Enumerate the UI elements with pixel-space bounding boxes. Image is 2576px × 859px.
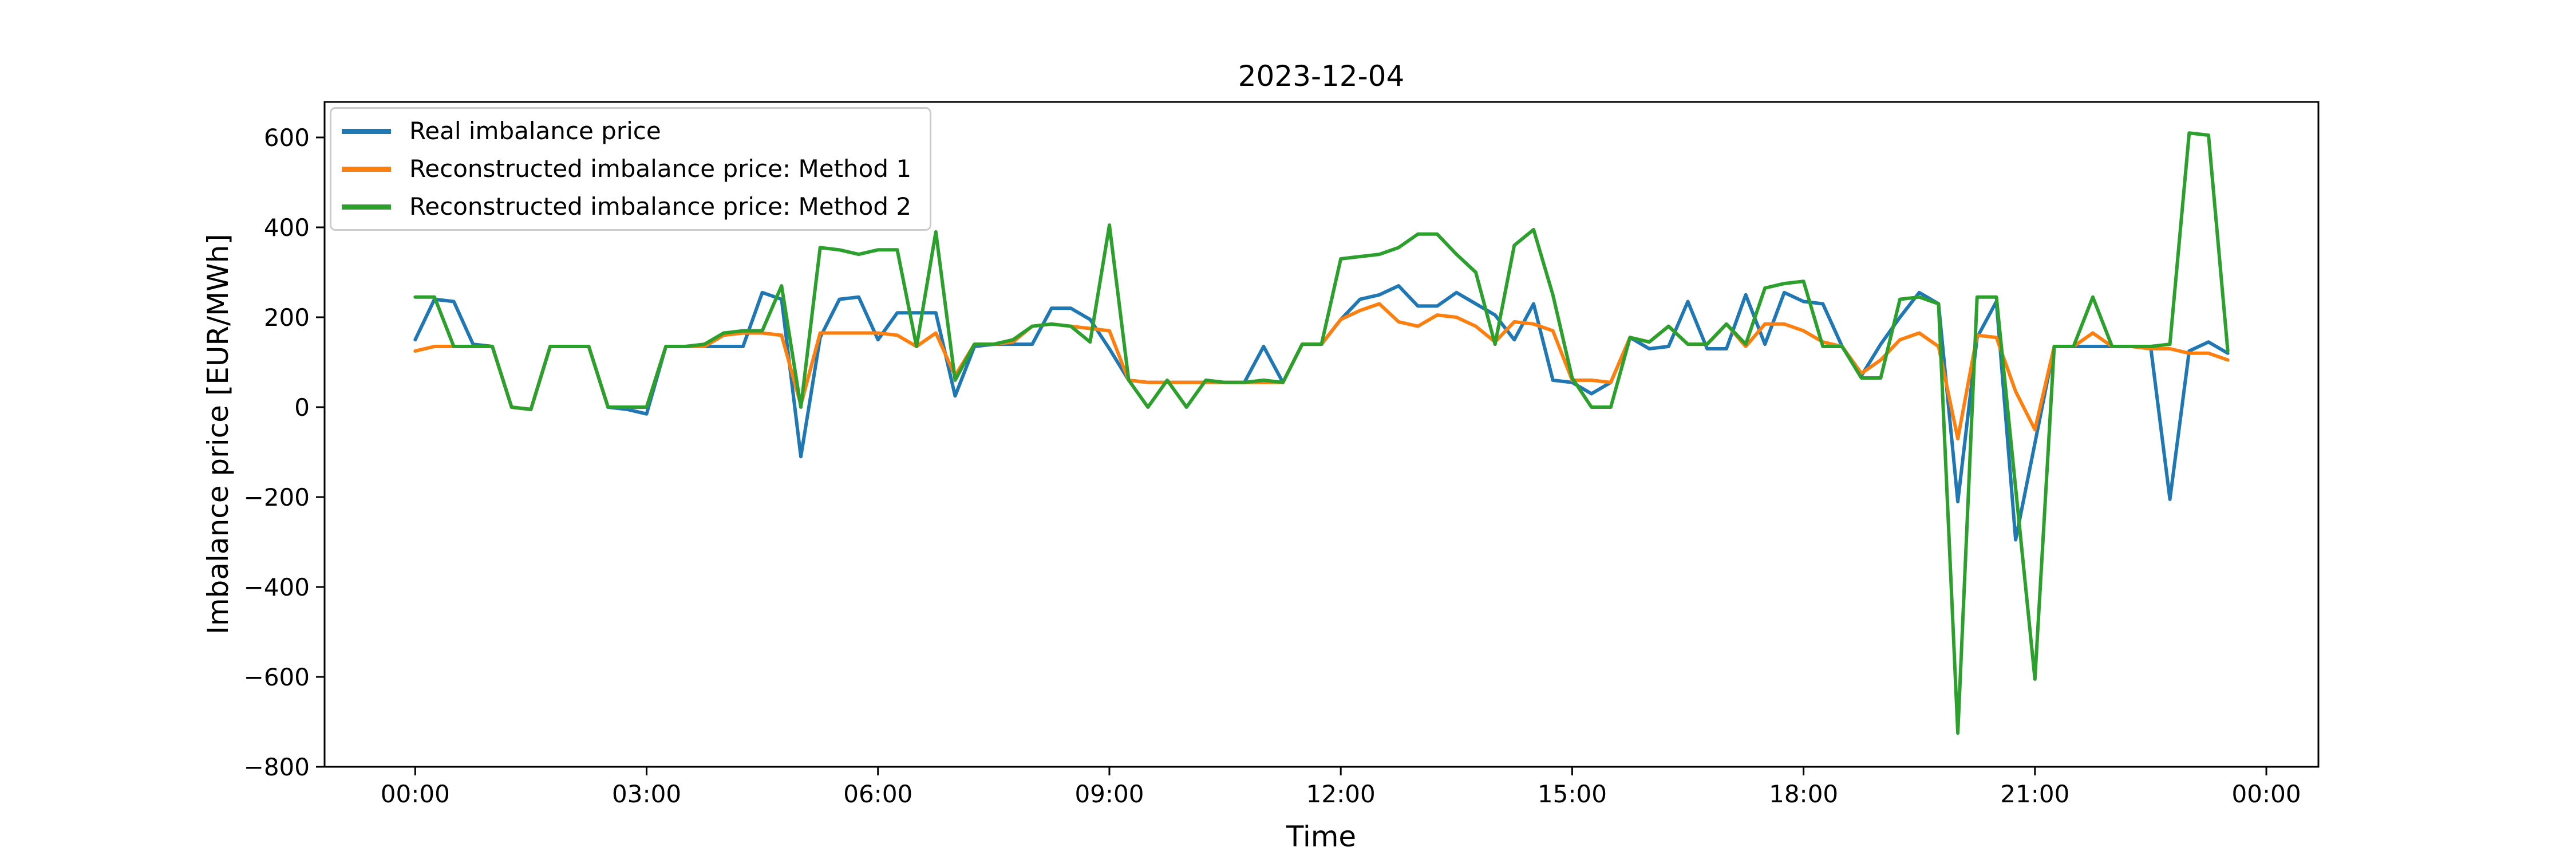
legend-label: Reconstructed imbalance price: Method 2 xyxy=(409,192,912,220)
y-axis-label: Imbalance price [EUR/MWh] xyxy=(202,234,235,635)
legend-swatch-method1 xyxy=(342,166,391,172)
legend-label: Real imbalance price xyxy=(409,117,661,145)
y-tick-label: 400 xyxy=(264,214,310,242)
x-axis: 00:00 03:00 06:00 09:00 12:00 15:00 18:00 21:00… xyxy=(381,780,2301,808)
x-tick-label: 00:00 xyxy=(2232,780,2301,808)
x-tick-label: 06:00 xyxy=(843,780,912,808)
y-tick-label: −400 xyxy=(244,573,310,601)
chart-title: 2023-12-04 xyxy=(1238,60,1405,93)
plot-border xyxy=(323,101,2320,768)
x-axis-label: Time xyxy=(1286,820,1356,853)
legend-swatch-real xyxy=(342,128,391,134)
legend-item: Reconstructed imbalance price: Method 2 xyxy=(342,193,919,220)
series-line-reconstructed-method-1 xyxy=(413,302,2230,440)
y-tick-label: −600 xyxy=(244,663,310,691)
y-tick-label: 600 xyxy=(264,124,310,152)
series-lines xyxy=(413,131,2230,735)
y-tick-label: −800 xyxy=(244,753,310,781)
y-tick-label: 0 xyxy=(294,393,310,421)
x-tick-label: 15:00 xyxy=(1538,780,1607,808)
x-tick-label: 12:00 xyxy=(1306,780,1376,808)
x-tick-label: 00:00 xyxy=(381,780,450,808)
series-line-real-imbalance-price xyxy=(413,284,2230,542)
x-tick-label: 21:00 xyxy=(2000,780,2069,808)
y-tick-label: −200 xyxy=(244,483,310,511)
series-line-reconstructed-method-2 xyxy=(413,131,2230,735)
legend-item: Real imbalance price xyxy=(342,117,919,145)
legend-label: Reconstructed imbalance price: Method 1 xyxy=(409,155,912,183)
y-tick-label: 200 xyxy=(264,304,310,332)
legend-swatch-method2 xyxy=(342,204,391,210)
y-axis: 600 400 200 0 −200 −400 −600 −800 xyxy=(244,124,310,781)
x-tick-label: 03:00 xyxy=(612,780,681,808)
x-tick-label: 18:00 xyxy=(1769,780,1838,808)
legend: Real imbalance price Reconstructed imbal… xyxy=(330,107,931,231)
axis-ticks xyxy=(316,136,2267,775)
x-tick-label: 09:00 xyxy=(1074,780,1144,808)
legend-item: Reconstructed imbalance price: Method 1 xyxy=(342,155,919,183)
